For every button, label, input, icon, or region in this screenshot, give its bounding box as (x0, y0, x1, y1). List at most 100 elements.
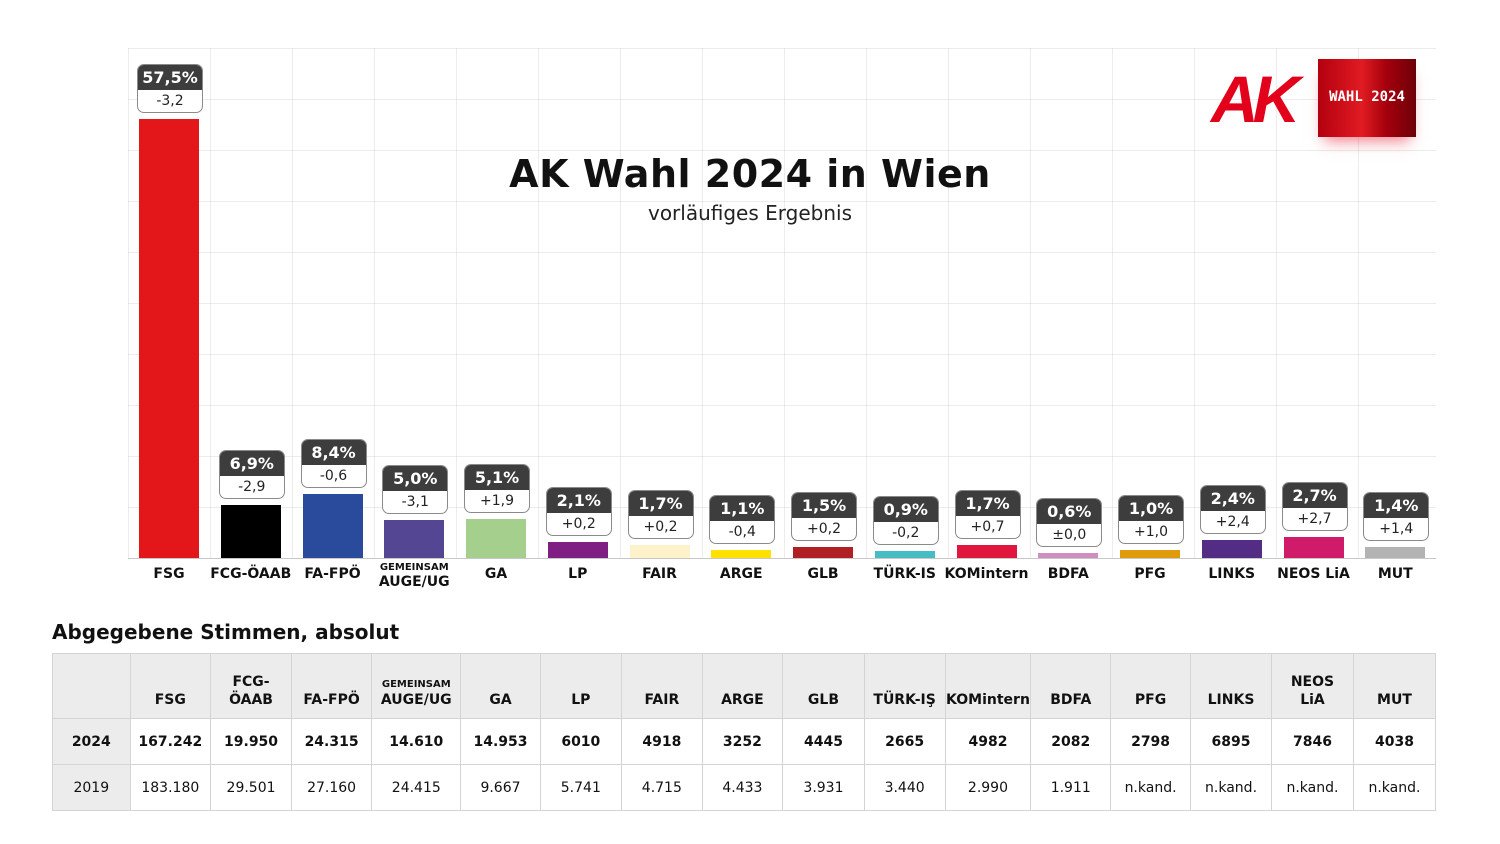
bar (956, 545, 1017, 558)
value-label: 0,6% ±0,0 (1036, 498, 1103, 548)
header-line2: LiA (1300, 692, 1325, 708)
table-cell: n.kand. (1190, 764, 1273, 811)
value-label: 1,1% -0,4 (709, 494, 776, 544)
header-line2: BDFA (1050, 692, 1092, 708)
bar (874, 551, 935, 558)
table-cell: 29.501 (210, 764, 293, 811)
party-label: PFG (1100, 566, 1200, 582)
table-cell: n.kand. (1271, 764, 1354, 811)
table-cell: 14.953 (460, 718, 541, 765)
bar-group: 1,5% +0,2 (782, 48, 864, 558)
bar (547, 541, 608, 558)
header-line2: FAIR (644, 692, 680, 708)
party-name: LINKS (1208, 566, 1256, 582)
table-header-row: FSG FCG- ÖAAB FA-FPÖ GEMEINSAM AUGE/UG GA LP FAI… (52, 653, 1437, 719)
bar (1120, 550, 1180, 558)
bar (1283, 537, 1344, 558)
header-prefix: GEMEINSAM (381, 679, 451, 690)
percent-label: 1,0% (1119, 496, 1183, 522)
party-label: FA-FPÖ (283, 566, 383, 582)
bar (1365, 547, 1426, 558)
party-label: NEOS LiA (1264, 566, 1364, 582)
change-label: +0,2 (807, 520, 841, 537)
table-cell: 7846 (1271, 718, 1354, 765)
percent-label: 1,7% (955, 491, 1020, 517)
change-label: -3,2 (156, 93, 184, 109)
party-name: GLB (807, 566, 839, 582)
header-line2: ÖAAB (229, 692, 273, 708)
percent-label: 8,4% (301, 439, 366, 465)
table-row: 2024 167.242 19.950 24.315 14.610 14.953 6010 4… (52, 718, 1437, 765)
value-label: 1,5% +0,2 (791, 491, 857, 541)
header-line2: TÜRK-IŞ (873, 692, 936, 708)
percent-label: 1,1% (710, 495, 775, 521)
table-cell: n.kand. (1352, 764, 1437, 811)
table-cell: 24.415 (371, 764, 462, 811)
table-cell: 2798 (1110, 718, 1192, 765)
table-column-header (52, 653, 131, 719)
table-column-header: BDFA (1030, 653, 1112, 719)
party-name: GA (484, 566, 508, 582)
table-column-header: GA (460, 653, 541, 719)
party-name: BDFA (1047, 566, 1089, 582)
party-name: FCG-ÖAAB (210, 566, 292, 582)
party-label: GEMEINSAM AUGE/UG (364, 562, 464, 590)
bar-group: 1,7% +0,2 (619, 48, 701, 558)
party-label: KOMintern (937, 566, 1037, 582)
table-cell: 4038 (1352, 718, 1437, 765)
value-label: 1,4% +1,4 (1363, 492, 1430, 542)
header-line2: AUGE/UG (380, 692, 452, 708)
header-line2: ARGE (721, 692, 764, 708)
bar-group: 1,4% +1,4 (1354, 48, 1436, 558)
bar-group: 5,0% -3,1 (373, 48, 455, 558)
value-label: 1,7% +0,7 (954, 490, 1021, 540)
party-name: TÜRK-IS (873, 566, 936, 582)
table-cell: 24.315 (291, 718, 373, 765)
party-label-prefix: GEMEINSAM (379, 562, 449, 573)
party-label: TÜRK-IS (855, 566, 955, 582)
percent-label: 2,1% (546, 487, 611, 513)
table-cell: 167.242 (129, 718, 212, 765)
party-label: MUT (1345, 566, 1445, 582)
change-label: +2,7 (1297, 511, 1332, 528)
header-line2: FSG (154, 692, 186, 708)
party-name: FAIR (642, 566, 677, 582)
table-column-header: GEMEINSAM AUGE/UG (371, 653, 462, 719)
table-column-header: LINKS (1190, 653, 1273, 719)
party-label: FAIR (610, 566, 710, 582)
value-label: 5,1% +1,9 (464, 464, 530, 514)
party-name: MUT (1377, 566, 1413, 582)
bar (1038, 553, 1099, 558)
bar (711, 549, 772, 558)
change-label: ±0,0 (1052, 527, 1087, 544)
percent-label: 0,9% (873, 497, 938, 523)
value-label: 2,4% +2,4 (1199, 484, 1266, 534)
change-label: +1,0 (1134, 524, 1168, 541)
change-label: -0,6 (319, 467, 348, 484)
value-label: 2,1% +0,2 (545, 486, 612, 536)
change-label: -3,1 (401, 493, 429, 510)
bar (220, 505, 281, 558)
party-label: BDFA (1018, 566, 1118, 582)
header-line1: NEOS (1290, 674, 1335, 690)
ak-wahl-logo: AK WAHL 2024 (1205, 55, 1445, 145)
change-label: -0,4 (728, 523, 756, 540)
table-cell: 2.990 (944, 764, 1032, 811)
bar-group: 57,5% -3,2 (128, 48, 210, 558)
table-cell: 4.715 (621, 764, 703, 811)
bar (466, 519, 526, 558)
table-body: 2024 167.242 19.950 24.315 14.610 14.953 6010 4… (52, 718, 1437, 811)
table-column-header: KOMintern (944, 653, 1032, 719)
bar-group: 2,7% +2,7 (1273, 48, 1355, 558)
percent-label: 0,6% (1037, 499, 1102, 525)
change-label: +1,4 (1379, 521, 1414, 538)
bar (1201, 539, 1262, 558)
party-name: ARGE (719, 566, 763, 582)
table-cell: 4445 (782, 718, 865, 765)
header-line2: PFG (1134, 692, 1167, 708)
bar (629, 545, 690, 558)
change-label: -2,9 (238, 479, 266, 496)
table-row: 2019 183.180 29.501 27.160 24.415 9.667 5.741 4… (52, 764, 1437, 811)
bar-group: 6,9% -2,9 (210, 48, 292, 558)
percent-label: 5,0% (383, 465, 448, 491)
